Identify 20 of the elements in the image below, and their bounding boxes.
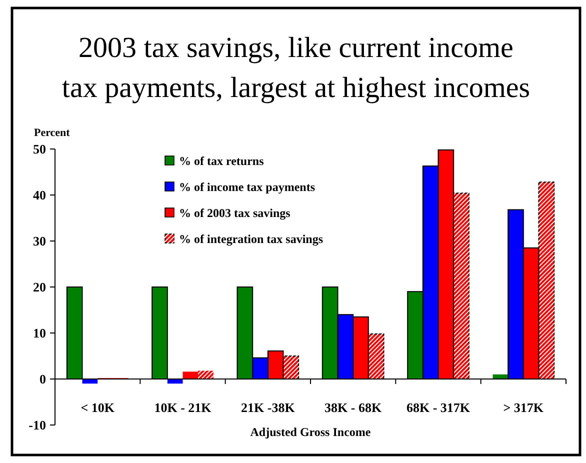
y-tick-label: -10	[28, 418, 46, 432]
y-axis-title: Percent	[34, 127, 70, 139]
legend-label: % of tax returns	[179, 154, 264, 168]
x-tick-label: > 317K	[503, 400, 544, 415]
x-tick-label: 38K - 68K	[324, 400, 382, 415]
legend-label: % of 2003 tax savings	[179, 206, 291, 220]
y-tick-label: 50	[33, 142, 46, 156]
y-tick-label: 10	[33, 326, 46, 340]
chart-title: 2003 tax savings, like current income tax payments, largest at highest incomes	[62, 32, 530, 104]
x-tick-label: 21K -38K	[241, 400, 296, 415]
y-tick-label: 0	[40, 372, 46, 386]
x-tick-label: 10K - 21K	[154, 400, 212, 415]
legend-label: % of income tax payments	[179, 180, 316, 194]
x-axis-title: Adjusted Gross Income	[250, 425, 372, 439]
x-tick-label: 68K - 317K	[406, 400, 471, 415]
legend-label: % of integration tax savings	[179, 232, 324, 246]
y-tick-label: 20	[33, 280, 46, 294]
y-tick-label: 40	[33, 188, 46, 202]
y-tick-label: 30	[33, 234, 46, 248]
x-tick-label: < 10K	[80, 400, 116, 415]
